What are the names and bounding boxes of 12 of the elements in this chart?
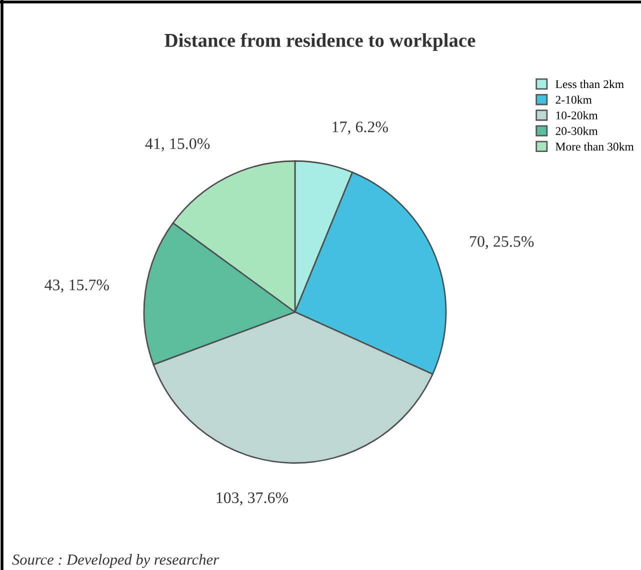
legend-label: 2-10km [556,95,592,104]
chart-title: Distance from residence to workplace [164,33,476,51]
data-label: 70, 25.5% [470,236,534,250]
data-label: 41, 15.0% [145,138,210,152]
legend-label: 10-20km [556,111,598,120]
legend-label: More than 30km [556,142,634,151]
data-label: 103, 37.6% [216,492,288,506]
legend-label: Less than 2km [556,80,624,88]
source-note: Source : Developed by researcher [12,554,220,568]
legend-label: 20-30km [556,126,598,136]
data-label: 17, 6.2% [332,122,388,135]
data-label: 43, 15.7% [44,280,109,293]
